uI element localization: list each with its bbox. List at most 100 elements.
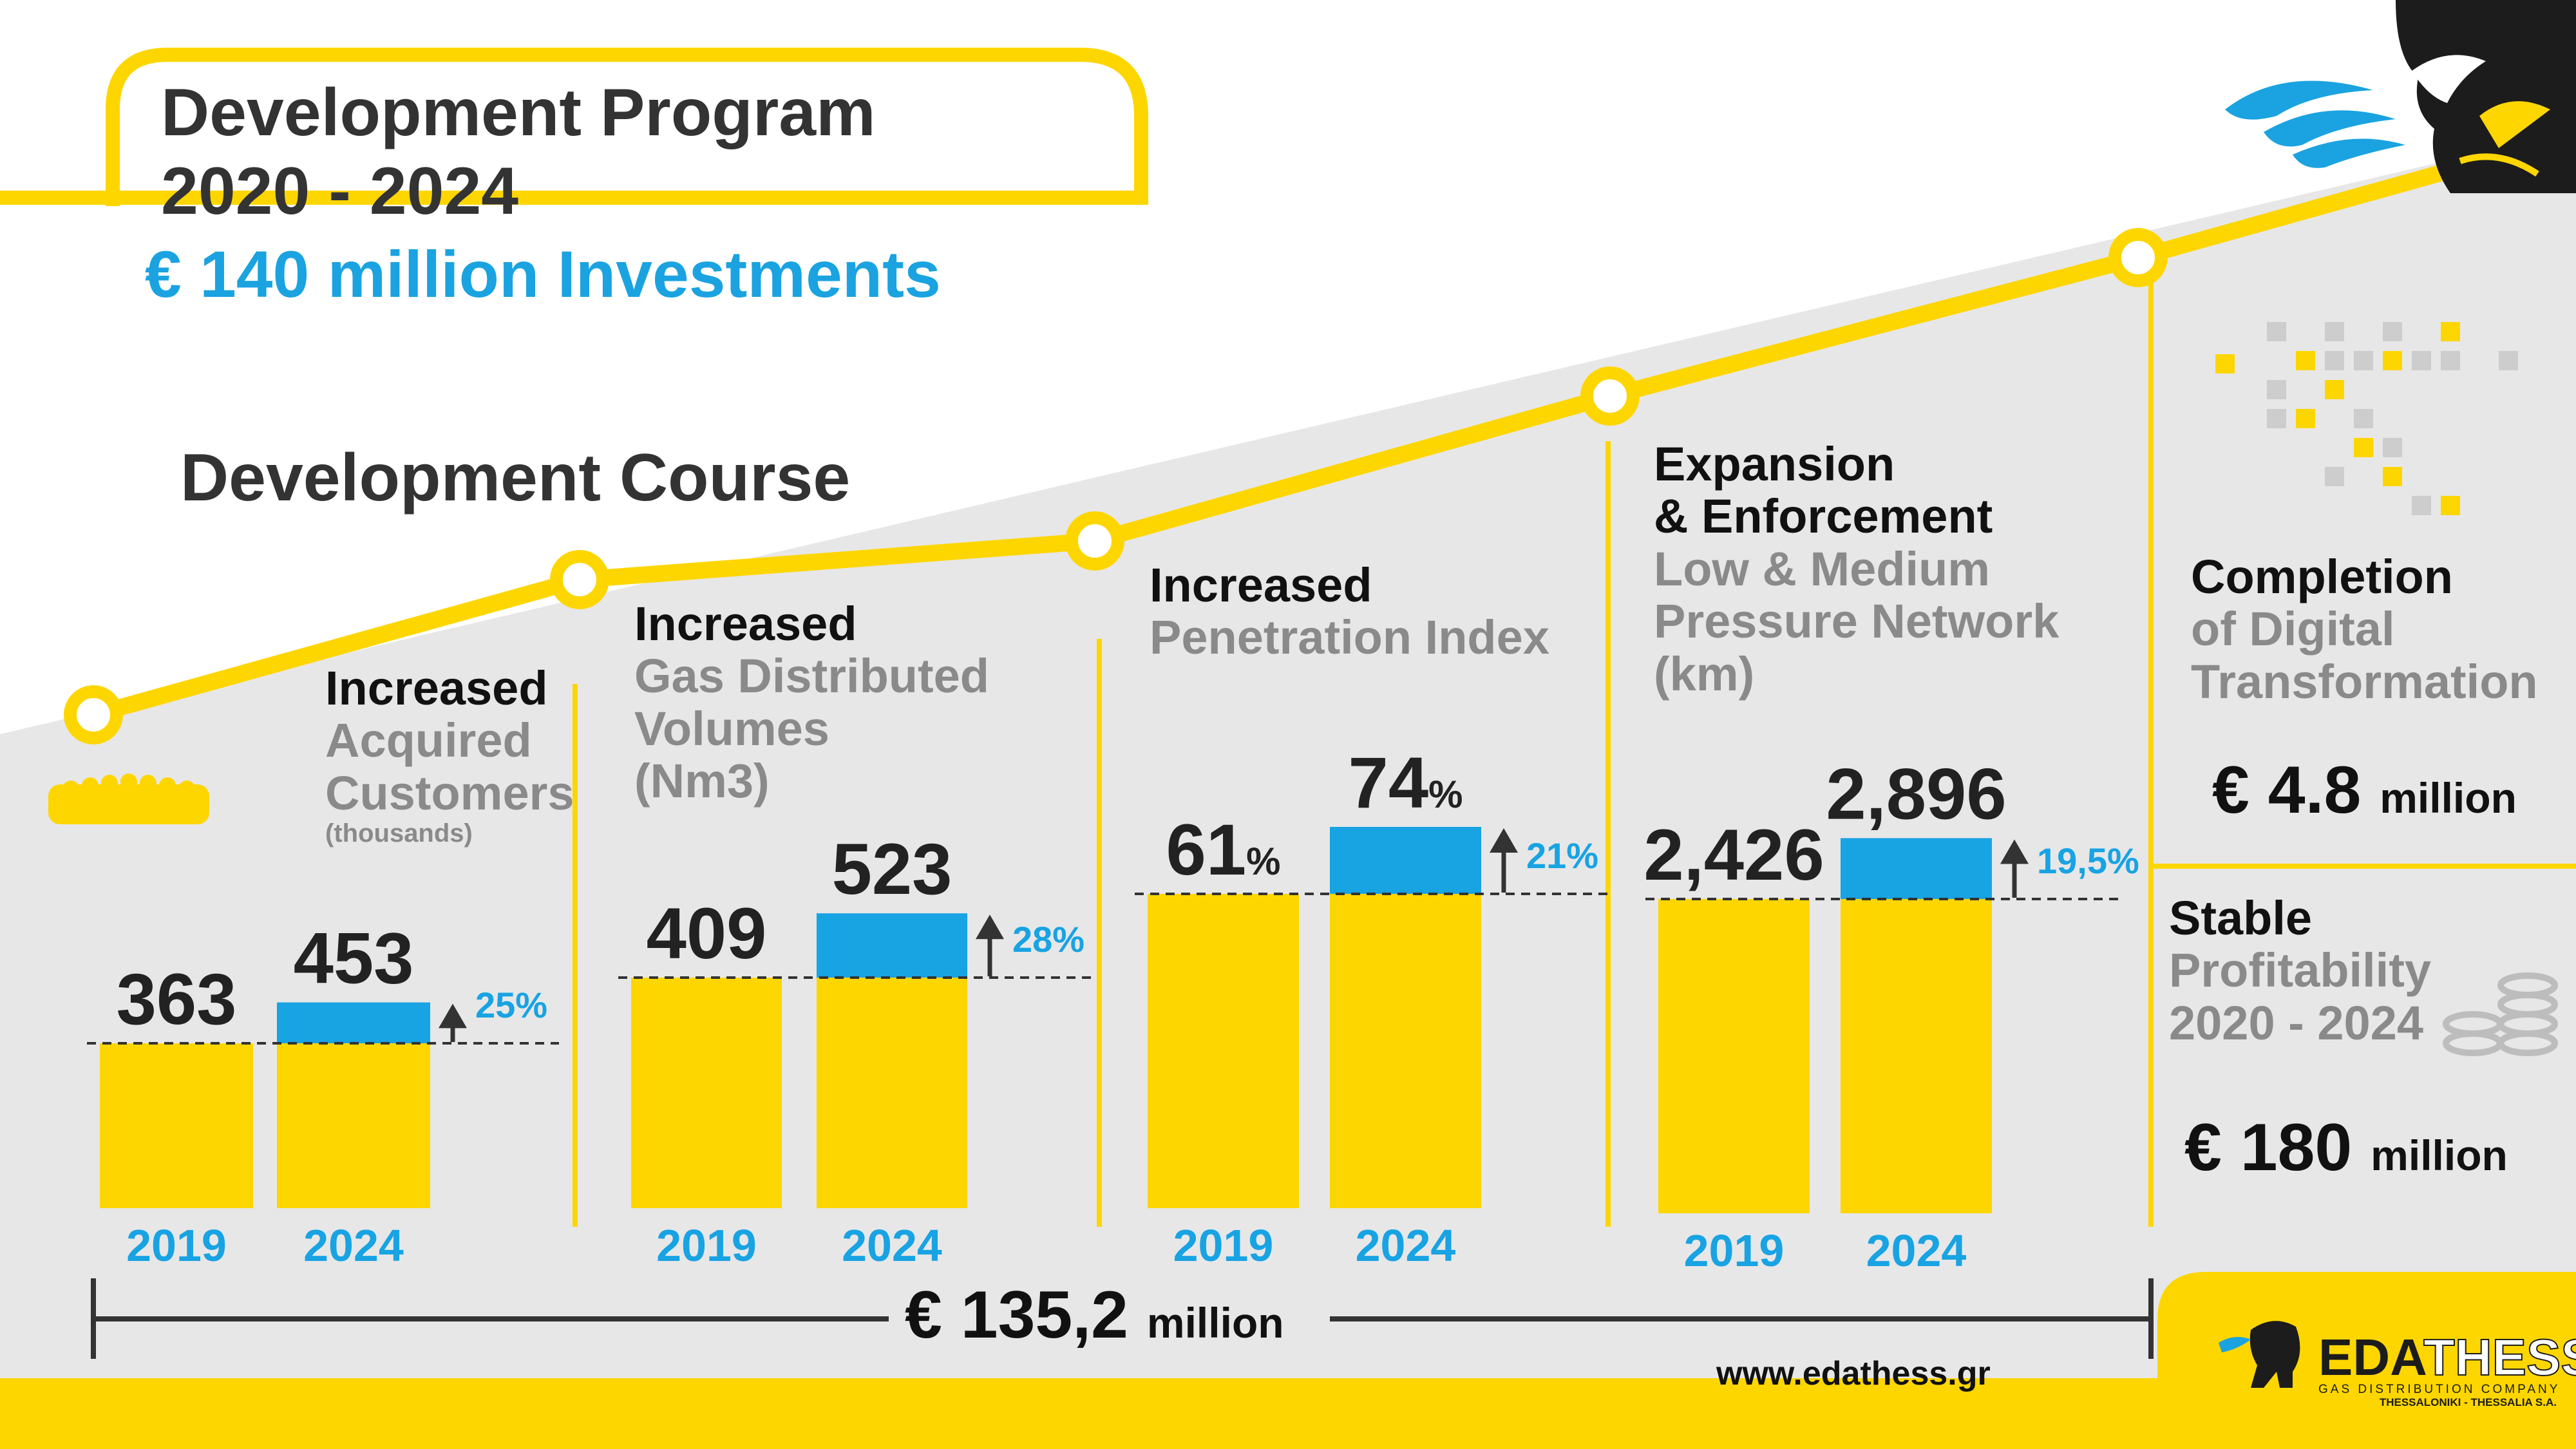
growth-label: 28% [1012, 919, 1084, 960]
profit-heading-bold: Stable [2169, 891, 2313, 945]
value-label: 2,426 [1643, 815, 1824, 895]
customers-unit: (thousands) [325, 819, 473, 848]
growth-node [64, 685, 123, 744]
bar-2019 [1658, 899, 1810, 1213]
bar-2019 [631, 978, 782, 1208]
customers-heading: Increased Acquired Customers (thousands) [325, 662, 574, 848]
value-label: 363 [117, 959, 237, 1039]
bar-2024-increase [1330, 827, 1481, 894]
growth-arrow-head [2000, 839, 2029, 864]
growth-node [1065, 511, 1124, 571]
category-label: 2019 [1684, 1226, 1785, 1276]
value-label: 523 [832, 829, 952, 909]
people-icon [48, 773, 209, 824]
value-suffix: % [1428, 773, 1463, 816]
footer-band [0, 1378, 2576, 1449]
value-suffix: % [1246, 840, 1280, 883]
bar-2024-base [1330, 894, 1481, 1208]
network-heading-grey: Low & Medium [1654, 542, 1991, 596]
value-label: 2,896 [1826, 753, 2006, 834]
pixel-grid-icon [2215, 322, 2518, 515]
total-amount: € 135,2 [905, 1278, 1128, 1352]
panel-dividers [573, 283, 2576, 1227]
category-label: 2024 [1356, 1220, 1456, 1271]
flame-wave-icon [2225, 80, 2405, 168]
network-heading-grey: (km) [1654, 647, 1755, 701]
header-frame [0, 48, 1148, 206]
program-title: Development Program [161, 75, 876, 150]
volumes-heading-grey: Volumes [634, 701, 829, 755]
network-heading-bold: Expansion [1654, 437, 1895, 491]
digital-heading-bold: Completion [2191, 550, 2453, 603]
coins-icon [2443, 972, 2558, 1056]
growth-arrow-head [1490, 828, 1518, 853]
value-label: 409 [647, 893, 767, 974]
network-heading-grey: Pressure Network [1654, 594, 2060, 649]
growth-label: 19,5% [2037, 840, 2139, 881]
penetration-heading-bold: Increased [1150, 558, 1372, 612]
digital-amount-unit: million [2380, 774, 2517, 822]
penetration-heading-grey: Penetration Index [1150, 611, 1549, 665]
category-label: 2019 [656, 1220, 757, 1271]
growth-arrow-head [439, 1003, 467, 1028]
growth-line-nodes [64, 228, 2168, 744]
customers-heading-grey: Customers [325, 766, 574, 820]
investment-total: € 140 million Investments [145, 238, 941, 311]
network-heading: Expansion & Enforcement Low & Medium Pre… [1654, 438, 2059, 700]
logo-brand-dark: EDA [2318, 1329, 2423, 1386]
volumes-heading: Increased Gas Distributed Volumes (Nm3) [634, 598, 989, 808]
bar-2024-base [817, 978, 967, 1208]
bar-2024-increase [277, 1002, 430, 1043]
website-link[interactable]: www.edathess.gr [1716, 1355, 1991, 1392]
customers-heading-bold: Increased [325, 661, 548, 715]
volumes-heading-bold: Increased [634, 597, 857, 650]
digital-heading-grey: of Digital [2191, 602, 2395, 656]
profit-amount: € 180 million [2184, 1111, 2508, 1184]
category-label: 2024 [842, 1220, 942, 1271]
growth-node [1580, 366, 1640, 426]
customers-heading-grey: Acquired [325, 714, 532, 768]
profit-amount-value: € 180 [2184, 1110, 2353, 1185]
value-label: 453 [294, 918, 414, 999]
total-unit: million [1146, 1299, 1284, 1347]
bar-2024-base [1841, 899, 1992, 1213]
lion-icon [2396, 0, 2576, 193]
course-heading: Development Course [180, 440, 851, 515]
profit-amount-unit: million [2371, 1132, 2508, 1179]
bar-2019 [1148, 894, 1299, 1208]
growth-node [2108, 228, 2168, 287]
volumes-heading-grey: (Nm3) [634, 754, 770, 808]
company-logo: EDATHESS GAS DISTRIBUTION COMPANY THESSA… [2318, 1329, 2576, 1409]
bar-2024-increase [1841, 838, 1992, 899]
penetration-heading: Increased Penetration Index [1150, 559, 1549, 664]
program-period: 2020 - 2024 [161, 154, 519, 229]
growth-arrow-head [976, 914, 1004, 940]
category-label: 2019 [126, 1220, 227, 1271]
logo-subline: THESSALONIKI - THESSALIA S.A. [2379, 1396, 2557, 1408]
logo-lion-icon [2219, 1321, 2300, 1388]
profit-heading-grey: 2020 - 2024 [2169, 996, 2424, 1050]
growth-node [550, 550, 609, 609]
digital-heading: Completion of Digital Transformation [2191, 551, 2538, 708]
total-investment: € 135,2 million [905, 1278, 1284, 1352]
digital-amount: € 4.8 million [2212, 753, 2517, 827]
growth-label: 25% [475, 985, 547, 1025]
growth-line [91, 127, 2576, 723]
category-label: 2024 [1866, 1226, 1967, 1276]
profit-heading: Stable Profitability 2020 - 2024 [2169, 891, 2432, 1050]
category-label: 2024 [303, 1220, 404, 1271]
growth-label: 21% [1526, 835, 1598, 876]
logo-wordmark: EDATHESS [2318, 1329, 2576, 1386]
digital-heading-grey: Transformation [2191, 654, 2538, 708]
bar-2024-base [277, 1043, 430, 1208]
digital-amount-value: € 4.8 [2212, 753, 2362, 828]
network-heading-bold: & Enforcement [1654, 489, 1993, 544]
logo-tagline: GAS DISTRIBUTION COMPANY [2318, 1383, 2561, 1396]
logo-brand-yellow: THESS [2423, 1329, 2576, 1386]
profit-heading-grey: Profitability [2169, 943, 2432, 998]
volumes-heading-grey: Gas Distributed [634, 649, 989, 703]
bar-2019 [100, 1043, 253, 1208]
